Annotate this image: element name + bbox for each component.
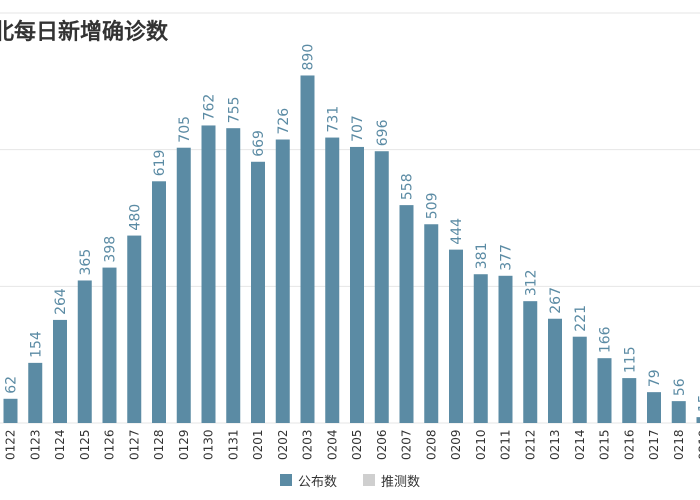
value-labels: 62 154 264 365 398 480 619 705 762 755 669 726 890 73… (4, 44, 700, 412)
legend-label-published: 公布数 (297, 474, 337, 490)
bar-0130[interactable] (201, 125, 216, 423)
bar-0206[interactable] (374, 151, 389, 423)
legend-item-estimated[interactable]: 推测数 (363, 471, 420, 490)
x-tick-0203: 0203 (301, 429, 315, 460)
x-tick-0210: 0210 (474, 429, 488, 460)
x-tick-0201: 0201 (251, 429, 265, 460)
chart-title: 北每日新增确诊数 (0, 20, 169, 45)
x-tick-0218: 0218 (672, 429, 686, 460)
value-label-0205: 707 (350, 115, 366, 142)
bar-0122[interactable] (3, 398, 18, 423)
x-tick-0126: 0126 (103, 429, 117, 460)
value-label-0206: 696 (375, 119, 391, 146)
value-label-0214: 221 (573, 305, 589, 332)
value-label-0219: 15 (697, 394, 700, 412)
bar-0214[interactable] (572, 336, 587, 423)
bar-0208[interactable] (424, 224, 439, 423)
value-label-0125: 365 (78, 249, 94, 276)
bar-0209[interactable] (449, 249, 463, 423)
x-tick-0209: 0209 (449, 429, 463, 460)
x-tick-0207: 0207 (400, 429, 414, 460)
bar-0219[interactable] (696, 417, 700, 423)
x-tick-0129: 0129 (177, 429, 191, 460)
x-tick-0214: 0214 (573, 429, 587, 460)
x-tick-0125: 0125 (78, 429, 92, 460)
legend-swatch-estimated (363, 474, 375, 486)
bar-0131[interactable] (226, 128, 241, 423)
bar-0212[interactable] (523, 301, 538, 423)
bar-0204[interactable] (325, 137, 340, 424)
x-tick-0130: 0130 (202, 429, 216, 460)
x-tick-0127: 0127 (127, 429, 141, 460)
value-label-0203: 890 (301, 44, 317, 71)
value-label-0209: 444 (449, 218, 465, 245)
x-tick-0122: 0122 (4, 429, 18, 460)
x-tick-0219: 0219 (697, 429, 700, 460)
value-label-0210: 381 (474, 242, 490, 269)
x-tick-0202: 0202 (276, 429, 290, 460)
bar-0211[interactable] (498, 275, 513, 423)
x-tick-0131: 0131 (226, 429, 240, 460)
legend-swatch-published (279, 474, 292, 486)
value-label-0201: 669 (251, 130, 267, 157)
value-label-0204: 731 (325, 106, 341, 133)
x-tick-0211: 0211 (499, 429, 513, 460)
value-label-0127: 480 (127, 204, 143, 231)
value-label-0126: 398 (103, 236, 119, 263)
x-tick-0213: 0213 (548, 429, 562, 460)
bar-0210[interactable] (473, 274, 488, 423)
x-tick-0215: 0215 (598, 429, 612, 460)
x-axis-ticks: 0122 0123 0124 0125 0126 0127 0128 0129 0130 0131… (4, 429, 700, 460)
bar-0127[interactable] (127, 235, 142, 423)
bar-0126[interactable] (102, 267, 117, 423)
legend: 公布数 推测数 (0, 470, 700, 490)
value-label-0131: 755 (226, 96, 242, 123)
x-tick-0124: 0124 (53, 429, 67, 460)
value-label-0122: 62 (4, 376, 20, 394)
value-label-0130: 762 (202, 94, 218, 121)
bar-0217[interactable] (647, 392, 661, 423)
value-label-0218: 56 (672, 378, 688, 396)
value-label-0211: 377 (499, 244, 515, 271)
bar-0129[interactable] (176, 147, 191, 423)
value-label-0216: 115 (622, 346, 638, 373)
bar-0123[interactable] (28, 362, 43, 423)
bar-0213[interactable] (548, 318, 562, 423)
x-tick-0217: 0217 (647, 429, 661, 460)
x-tick-0216: 0216 (622, 429, 636, 460)
bars (3, 75, 700, 424)
bar-0124[interactable] (53, 319, 67, 423)
value-label-0215: 166 (598, 326, 614, 353)
value-label-0124: 264 (53, 288, 69, 315)
bar-0125[interactable] (77, 280, 92, 423)
value-label-0123: 154 (28, 331, 44, 358)
bar-0201[interactable] (251, 161, 265, 423)
bar-0202[interactable] (275, 139, 290, 423)
value-label-0217: 79 (647, 369, 663, 387)
x-tick-0205: 0205 (350, 429, 364, 460)
bar-0215[interactable] (597, 358, 612, 423)
bar-0128[interactable] (152, 181, 166, 423)
value-label-0202: 726 (276, 108, 292, 135)
value-label-0208: 509 (424, 193, 440, 220)
value-label-0207: 558 (400, 173, 416, 200)
bar-0205[interactable] (350, 146, 364, 423)
x-tick-0128: 0128 (152, 429, 166, 460)
x-tick-0212: 0212 (523, 429, 537, 460)
legend-label-estimated: 推测数 (381, 474, 421, 490)
x-tick-0204: 0204 (325, 429, 339, 460)
x-tick-0208: 0208 (424, 429, 438, 460)
x-tick-0206: 0206 (375, 429, 389, 460)
value-label-0129: 705 (177, 116, 193, 143)
value-label-0212: 312 (523, 269, 539, 296)
bar-0216[interactable] (622, 378, 637, 423)
bar-0203[interactable] (300, 75, 315, 423)
legend-item-published[interactable]: 公布数 (279, 471, 337, 490)
bar-0207[interactable] (399, 205, 414, 423)
x-tick-0123: 0123 (28, 429, 42, 460)
bar-0218[interactable] (671, 401, 686, 423)
value-label-0213: 267 (548, 287, 564, 314)
value-label-0128: 619 (152, 150, 168, 177)
